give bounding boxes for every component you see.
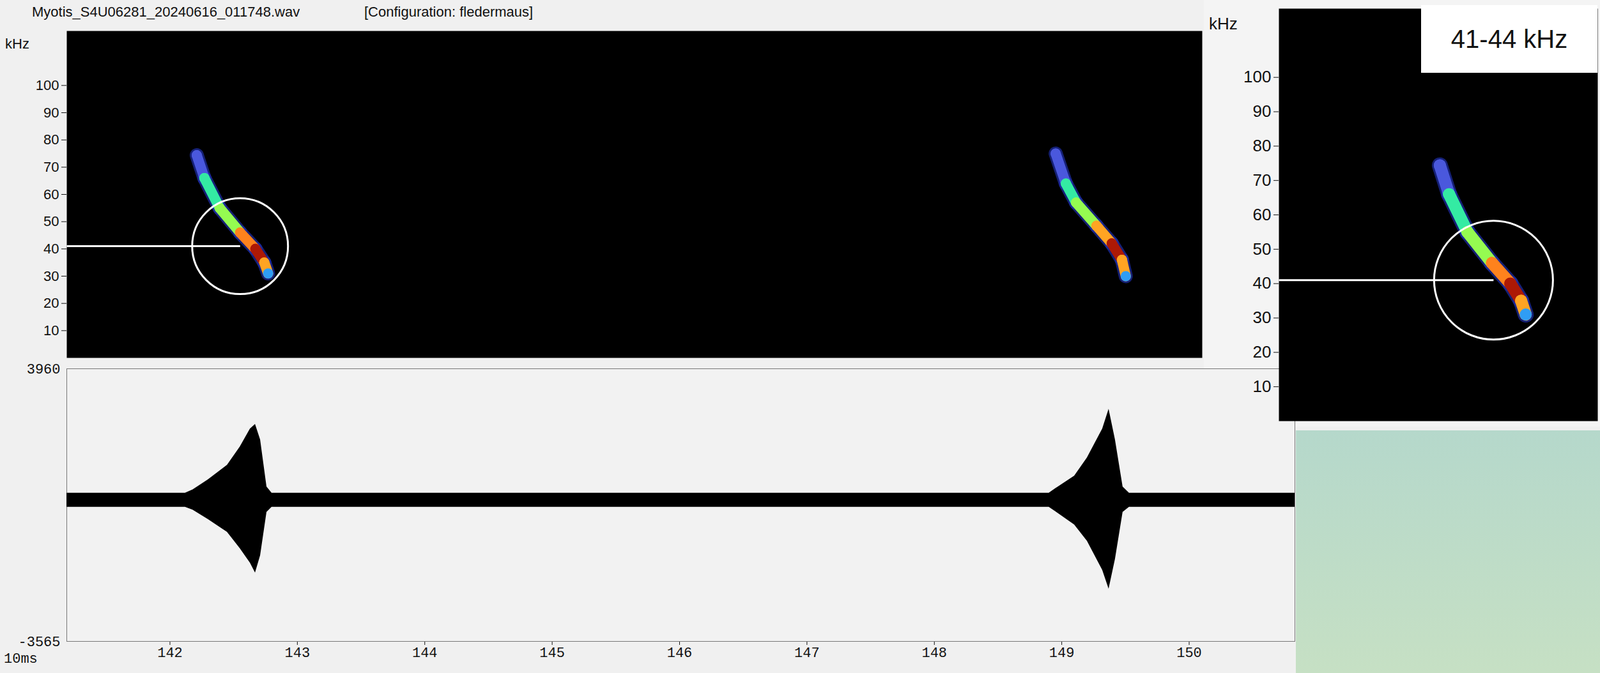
svg-text:60: 60 <box>43 186 59 203</box>
html-text:10ms: 10ms <box>3 651 38 668</box>
html-text:41-44 kHz: 41-44 kHz <box>1450 24 1568 53</box>
svg-text:90: 90 <box>43 104 59 121</box>
html-text:kHz: kHz <box>5 35 30 52</box>
svg-text:50: 50 <box>43 213 59 230</box>
svg-text:143: 143 <box>284 646 311 662</box>
svg-text:150: 150 <box>1176 646 1202 662</box>
svg-text:147: 147 <box>794 646 820 662</box>
svg-text:30: 30 <box>43 268 59 285</box>
svg-text:20: 20 <box>1253 342 1272 362</box>
svg-text:30: 30 <box>1253 307 1272 328</box>
svg-text:3960: 3960 <box>26 362 61 379</box>
svg-text:144: 144 <box>412 646 438 662</box>
svg-text:100: 100 <box>1243 67 1271 87</box>
svg-text:70: 70 <box>43 159 59 176</box>
svg-text:40: 40 <box>1253 273 1272 293</box>
svg-text:149: 149 <box>1049 646 1075 662</box>
svg-text:-3565: -3565 <box>17 635 61 652</box>
svg-text:80: 80 <box>43 131 59 148</box>
svg-text:145: 145 <box>539 646 565 662</box>
svg-text:70: 70 <box>1253 170 1272 190</box>
svg-text:90: 90 <box>1253 101 1272 121</box>
svg-text:10: 10 <box>1253 376 1272 397</box>
svg-text:146: 146 <box>667 646 693 662</box>
html-text:kHz: kHz <box>1208 14 1238 34</box>
svg-text:148: 148 <box>921 646 947 662</box>
html-text:Myotis_S4U06281_20240616_01174: Myotis_S4U06281_20240616_011748.wav <box>31 3 300 20</box>
svg-text:50: 50 <box>1253 239 1272 259</box>
svg-text:10: 10 <box>43 322 59 339</box>
svg-text:60: 60 <box>1253 205 1272 225</box>
html-text:[Configuration: fledermaus]: [Configuration: fledermaus] <box>364 3 533 20</box>
svg-text:100: 100 <box>35 77 60 94</box>
svg-text:142: 142 <box>157 646 183 662</box>
svg-text:20: 20 <box>43 295 59 312</box>
svg-text:80: 80 <box>1253 136 1272 156</box>
svg-text:40: 40 <box>43 240 59 257</box>
